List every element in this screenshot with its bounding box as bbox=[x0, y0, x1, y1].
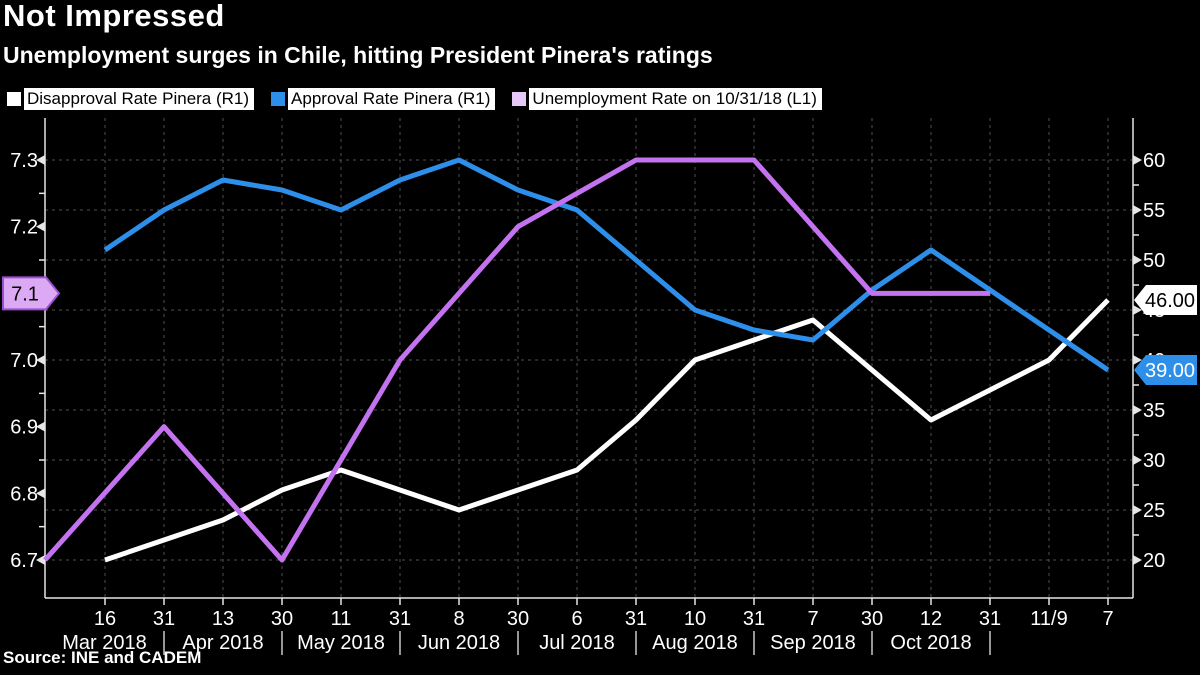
x-axis-day-label: 6 bbox=[571, 608, 582, 630]
right-axis-major-tick bbox=[1133, 355, 1142, 365]
left-axis-major-tick bbox=[36, 221, 45, 232]
x-axis-day-label: 11 bbox=[331, 608, 352, 630]
right-axis-major-tick bbox=[1133, 155, 1142, 165]
x-axis-day-label: 31 bbox=[625, 608, 647, 630]
left-axis-major-tick bbox=[36, 421, 45, 432]
series-line-approval bbox=[103, 157, 1110, 373]
left-axis-label: 6.7 bbox=[10, 550, 38, 572]
legend-swatch-unemployment bbox=[512, 92, 527, 106]
left-axis-label: 6.9 bbox=[10, 417, 38, 439]
x-axis-month-label: Jun 2018 bbox=[418, 632, 500, 654]
x-axis-month-label: Mar 2018 bbox=[62, 632, 147, 654]
source-note: Source: INE and CADEM bbox=[3, 648, 202, 667]
right-axis-label: 25 bbox=[1143, 500, 1165, 522]
left-axis-label: 7.3 bbox=[10, 150, 38, 172]
x-axis-day-label: 30 bbox=[507, 608, 529, 630]
left-axis-badge-label: 7.1 bbox=[11, 283, 39, 305]
legend: Disapproval Rate Pinera (R1) Approval Ra… bbox=[7, 88, 822, 110]
x-axis-month-label: Oct 2018 bbox=[890, 632, 971, 654]
right-axis-badge-label: 39.00 bbox=[1145, 360, 1195, 382]
x-axis-day-label: 16 bbox=[94, 608, 116, 630]
left-axis-label: 7.0 bbox=[10, 350, 38, 372]
legend-item-disapproval: Disapproval Rate Pinera (R1) bbox=[7, 88, 255, 110]
series-line-disapproval bbox=[104, 298, 1110, 563]
x-axis-day-label: 10 bbox=[684, 608, 706, 630]
left-axis-major-tick bbox=[36, 155, 45, 165]
right-axis-label: 30 bbox=[1143, 450, 1165, 472]
right-axis-major-tick bbox=[1133, 505, 1142, 515]
legend-label: Unemployment Rate on 10/31/18 (L1) bbox=[529, 88, 822, 110]
left-axis-major-tick bbox=[36, 555, 45, 565]
x-axis-month-label: Sep 2018 bbox=[770, 632, 856, 654]
right-axis-label: 55 bbox=[1143, 200, 1165, 222]
right-axis-major-tick bbox=[1133, 255, 1142, 265]
x-axis-day-label: 31 bbox=[153, 608, 175, 630]
right-axis-major-tick bbox=[1133, 455, 1142, 465]
right-axis-value-badge bbox=[1134, 355, 1197, 385]
legend-swatch-approval bbox=[271, 92, 286, 106]
legend-item-approval: Approval Rate Pinera (R1) bbox=[271, 88, 496, 110]
x-axis-month-label: Aug 2018 bbox=[652, 632, 738, 654]
x-axis-day-label: 7 bbox=[807, 608, 818, 630]
right-axis-major-tick bbox=[1133, 555, 1142, 565]
right-axis-label: 35 bbox=[1143, 400, 1165, 422]
legend-label: Disapproval Rate Pinera (R1) bbox=[24, 88, 255, 110]
x-axis-day-label: 8 bbox=[453, 608, 464, 630]
page-subtitle: Unemployment surges in Chile, hitting Pr… bbox=[3, 42, 713, 68]
right-axis-label: 60 bbox=[1143, 150, 1165, 172]
x-axis-day-label: 31 bbox=[743, 608, 765, 630]
x-axis-day-label: 31 bbox=[389, 608, 411, 630]
x-axis-day-label: 12 bbox=[920, 608, 942, 630]
x-axis-day-label: 31 bbox=[979, 608, 1001, 630]
left-axis-label: 6.8 bbox=[10, 483, 38, 505]
right-axis-major-tick bbox=[1133, 205, 1142, 215]
x-axis-month-label: Apr 2018 bbox=[182, 632, 263, 654]
legend-label: Approval Rate Pinera (R1) bbox=[288, 88, 496, 110]
x-axis-day-label: 13 bbox=[212, 608, 234, 630]
right-axis-label: 50 bbox=[1143, 250, 1165, 272]
right-axis-value-badge bbox=[1134, 285, 1197, 315]
x-axis-month-label: May 2018 bbox=[297, 632, 385, 654]
x-axis-day-label: 30 bbox=[271, 608, 293, 630]
right-axis-major-tick bbox=[1133, 405, 1142, 415]
right-axis-label: 20 bbox=[1143, 550, 1165, 572]
page-title: Not Impressed bbox=[3, 0, 225, 33]
left-axis-major-tick bbox=[36, 355, 45, 365]
legend-swatch-disapproval bbox=[7, 92, 21, 106]
right-axis-badge-label: 46.00 bbox=[1145, 290, 1195, 312]
x-axis-day-label: 7 bbox=[1102, 608, 1113, 630]
left-axis-value-badge bbox=[2, 276, 61, 311]
left-axis-major-tick bbox=[36, 488, 45, 499]
left-axis-label: 7.2 bbox=[10, 217, 38, 239]
x-axis-day-label: 11/9 bbox=[1030, 608, 1067, 630]
series-line-unemployment bbox=[43, 157, 990, 563]
x-axis-month-label: Jul 2018 bbox=[539, 632, 615, 654]
legend-item-unemployment: Unemployment Rate on 10/31/18 (L1) bbox=[512, 88, 822, 110]
x-axis-day-label: 30 bbox=[861, 608, 883, 630]
right-axis-major-tick bbox=[1133, 305, 1142, 315]
